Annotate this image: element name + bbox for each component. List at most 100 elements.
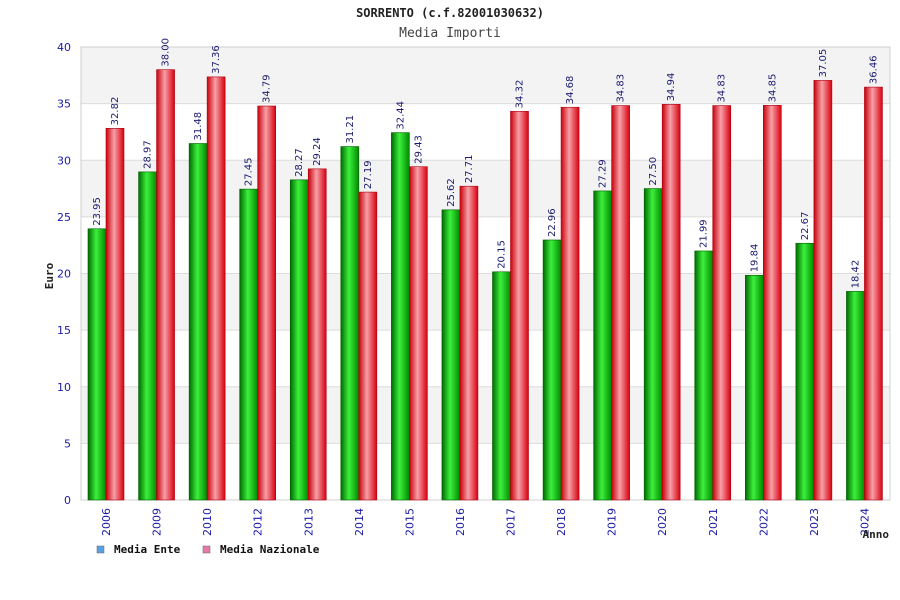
data-label: 34.85 [767, 74, 778, 103]
x-tick-label: 2018 [555, 508, 568, 536]
data-label: 27.19 [363, 160, 374, 189]
data-label: 27.50 [648, 157, 659, 186]
data-labels: 23.95 32.82 28.97 38.00 31.48 37.36 27.45 34.79… [92, 38, 879, 288]
bar-media-nazionale [560, 106, 580, 501]
bar-media-ente [441, 209, 461, 501]
y-tick-label: 25 [57, 211, 71, 224]
bar-media-ente [745, 275, 764, 501]
data-label: 27.71 [464, 155, 475, 184]
x-tick-label: 2006 [100, 508, 113, 536]
bar-media-nazionale [156, 69, 175, 501]
data-label: 34.79 [262, 74, 273, 103]
bar-media-ente [846, 291, 865, 501]
y-tick-label: 35 [57, 98, 71, 111]
legend-swatch-media-ente [96, 545, 105, 554]
bar-media-nazionale [510, 111, 529, 501]
y-tick-label: 30 [57, 154, 71, 167]
data-label: 34.68 [565, 76, 576, 105]
bar-media-ente [643, 188, 663, 501]
data-label: 27.29 [598, 159, 609, 188]
data-label: 37.36 [211, 45, 222, 74]
bar-media-ente [289, 179, 309, 501]
data-label: 34.94 [666, 73, 677, 102]
data-label: 29.24 [312, 137, 323, 166]
bar-media-nazionale [105, 128, 125, 501]
y-tick-label: 0 [64, 494, 71, 507]
bar-media-ente [188, 143, 208, 501]
data-label: 32.44 [395, 101, 406, 130]
x-tick-label: 2017 [505, 508, 518, 536]
data-label: 34.32 [515, 80, 526, 109]
data-label: 31.21 [345, 115, 356, 144]
y-tick-label: 20 [57, 268, 71, 281]
x-axis-label: Anno [863, 528, 890, 541]
chart-subtitle: Media Importi [399, 26, 501, 41]
y-axis-label: Euro [43, 262, 56, 289]
bar-media-ente [593, 190, 612, 501]
bar-media-nazionale [864, 86, 883, 501]
y-tick-label: 5 [64, 437, 71, 450]
data-label: 22.67 [800, 212, 811, 241]
data-label: 28.97 [143, 140, 154, 169]
x-tick-label: 2020 [656, 508, 669, 536]
x-tick-label: 2024 [858, 508, 871, 536]
bar-media-nazionale [257, 105, 276, 501]
bar-media-nazionale [763, 105, 782, 501]
x-tick-label: 2016 [454, 508, 467, 536]
data-label: 32.82 [110, 97, 121, 126]
legend: Media Ente Media Nazionale [96, 543, 320, 556]
data-label: 27.45 [244, 157, 255, 186]
x-tick-label: 2015 [403, 508, 416, 536]
bar-media-nazionale [358, 191, 378, 501]
bar-media-ente [239, 188, 258, 501]
bar-media-nazionale [206, 76, 226, 501]
data-label: 25.62 [446, 178, 457, 207]
bar-media-ente [138, 171, 157, 501]
y-axis-ticks: 0 5 10 15 20 25 30 35 40 [57, 41, 71, 507]
data-label: 28.27 [294, 148, 305, 177]
data-label: 37.05 [818, 49, 829, 78]
bars [87, 69, 883, 501]
bar-media-ente [340, 146, 360, 501]
data-label: 21.99 [699, 219, 710, 248]
data-label: 23.95 [92, 197, 103, 226]
legend-label-media-ente: Media Ente [114, 543, 181, 556]
bar-media-ente [391, 132, 410, 501]
bar-media-nazionale [661, 104, 681, 501]
bar-media-ente [542, 239, 562, 501]
x-tick-label: 2012 [252, 508, 265, 536]
bar-media-ente [492, 271, 511, 501]
bar-media-ente [795, 242, 815, 501]
data-label: 34.83 [717, 74, 728, 103]
bar-media-nazionale [611, 105, 630, 501]
data-label: 29.43 [413, 135, 424, 164]
x-tick-label: 2021 [707, 508, 720, 536]
bar-media-nazionale [459, 185, 479, 501]
y-tick-label: 15 [57, 324, 71, 337]
x-tick-label: 2022 [757, 508, 770, 536]
data-label: 19.84 [749, 244, 760, 273]
bar-media-nazionale [409, 166, 428, 501]
bar-media-ente [87, 228, 107, 501]
data-label: 22.96 [547, 208, 558, 237]
data-label: 36.46 [868, 55, 879, 84]
x-tick-label: 2009 [151, 508, 164, 536]
x-tick-label: 2023 [808, 508, 821, 536]
legend-swatch-media-nazionale [202, 545, 211, 554]
x-axis-ticks: 2006 2009 2010 2012 2013 2014 2015 2016 2017 2018… [100, 508, 871, 536]
data-label: 38.00 [161, 38, 172, 67]
bar-media-nazionale [712, 105, 732, 501]
data-label: 34.83 [616, 74, 627, 103]
y-tick-label: 40 [57, 41, 71, 54]
bar-media-ente [694, 250, 714, 501]
bar-media-nazionale [813, 80, 833, 501]
data-label: 31.48 [193, 112, 204, 141]
y-tick-label: 10 [57, 381, 71, 394]
x-tick-label: 2013 [302, 508, 315, 536]
data-label: 20.15 [497, 240, 508, 269]
bar-media-nazionale [307, 168, 327, 501]
x-tick-label: 2014 [353, 508, 366, 536]
plot-frame [80, 46, 891, 501]
data-label: 18.42 [850, 260, 861, 289]
